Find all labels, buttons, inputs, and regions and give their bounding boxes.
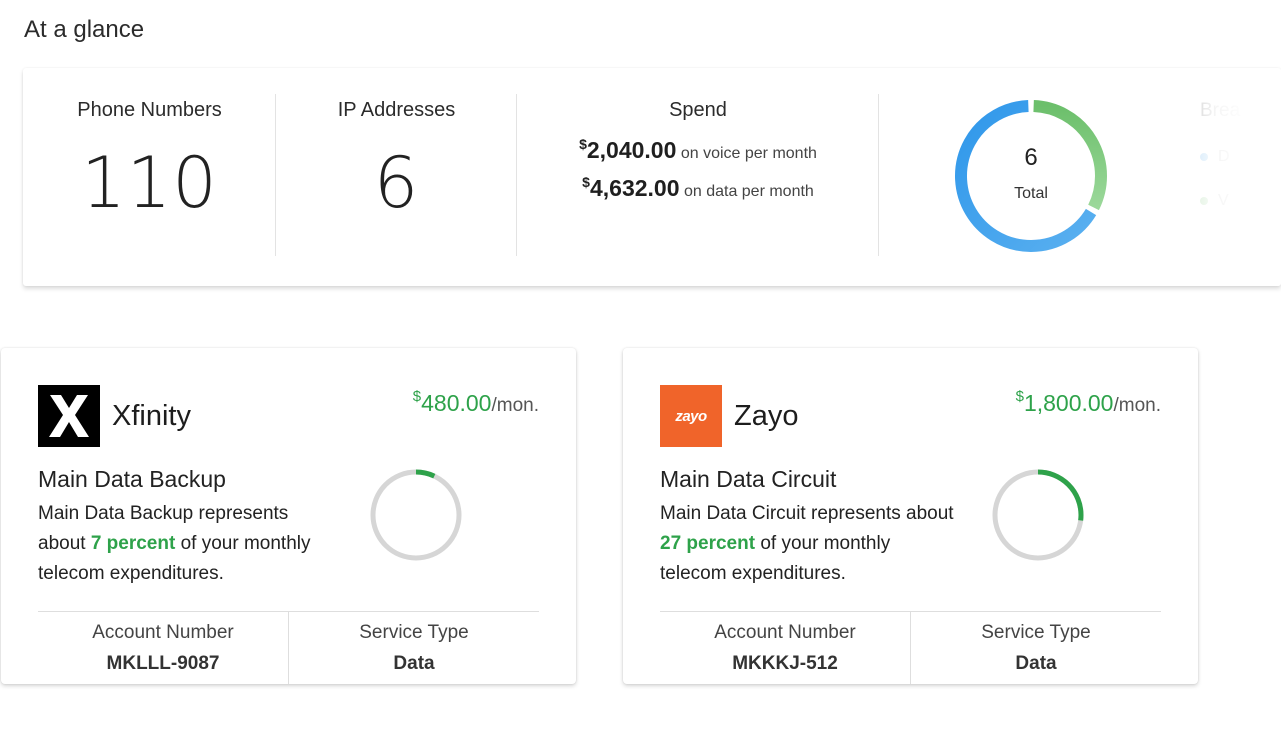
provider-card-zayo[interactable]: zayo Zayo $1,800.00/mon. Main Data Circu… bbox=[623, 348, 1198, 684]
ip-addresses-value: 6 bbox=[373, 142, 420, 224]
currency-symbol: $ bbox=[582, 174, 590, 190]
account-number-label: Account Number bbox=[92, 622, 234, 643]
price-amount: 1,800.00 bbox=[1023, 390, 1114, 416]
percent-ring bbox=[370, 469, 462, 561]
donut-center: 6 Total bbox=[951, 96, 1111, 256]
card-footer: Account Number MKLLL-9087 Service Type D… bbox=[38, 611, 539, 684]
desc-suffix: of your monthly telecom expenditures. bbox=[38, 533, 311, 584]
ip-addresses-stat[interactable]: IP Addresses 6 bbox=[276, 94, 517, 256]
phone-numbers-stat[interactable]: Phone Numbers 110 bbox=[23, 94, 276, 256]
divider bbox=[878, 94, 879, 256]
divider bbox=[516, 94, 517, 256]
service-type-value: Data bbox=[393, 653, 435, 674]
service-type-cell: Service Type Data bbox=[910, 612, 1161, 684]
voice-spend-line: $2,040.00 on voice per month bbox=[517, 136, 879, 164]
ring-fill bbox=[992, 469, 1084, 561]
ring-fill bbox=[370, 469, 462, 561]
data-spend-line: $4,632.00 on data per month bbox=[517, 174, 879, 202]
ip-addresses-label: IP Addresses bbox=[337, 99, 456, 121]
spend-label: Spend bbox=[669, 99, 727, 121]
service-type-value: Data bbox=[1015, 653, 1057, 674]
desc-prefix: Main Data Backup represents about bbox=[38, 503, 289, 554]
price-unit: /mon. bbox=[1113, 395, 1161, 416]
breakdown-title: Brea bbox=[1200, 100, 1241, 121]
price-unit: /mon. bbox=[491, 395, 539, 416]
divider bbox=[275, 94, 276, 256]
account-number-label: Account Number bbox=[714, 622, 856, 643]
donut-segment-blue[interactable] bbox=[955, 100, 1097, 252]
phone-numbers-value: 110 bbox=[81, 142, 218, 224]
service-type-label: Service Type bbox=[981, 622, 1091, 643]
percent-highlight: 7 percent bbox=[90, 533, 176, 554]
data-spend-desc: on data per month bbox=[683, 183, 814, 200]
account-number-value: MKKKJ-512 bbox=[732, 653, 838, 674]
at-a-glance-card: Phone Numbers 110 IP Addresses 6 Spend $… bbox=[23, 68, 1281, 286]
xfinity-logo bbox=[38, 385, 100, 447]
price-amount: 480.00 bbox=[421, 390, 492, 416]
donut-segment-green[interactable] bbox=[1033, 100, 1107, 211]
currency-symbol: $ bbox=[1015, 388, 1024, 405]
provider-card-xfinity[interactable]: Xfinity $480.00/mon. Main Data Backup Ma… bbox=[1, 348, 576, 684]
page-title: At a glance bbox=[24, 16, 145, 43]
currency-symbol: $ bbox=[412, 388, 422, 405]
service-title: Main Data Backup bbox=[38, 466, 226, 492]
provider-name: Zayo bbox=[734, 400, 799, 432]
legend-item-voice[interactable]: V bbox=[1200, 192, 1240, 210]
voice-spend-desc: on voice per month bbox=[680, 145, 817, 162]
data-spend-amount: 4,632.00 bbox=[589, 175, 680, 201]
account-number-value: MKLLL-9087 bbox=[106, 653, 220, 674]
x-logo-icon bbox=[49, 395, 89, 437]
card-footer: Account Number MKKKJ-512 Service Type Da… bbox=[660, 611, 1161, 684]
legend-dot-icon bbox=[1200, 152, 1208, 161]
service-description: Main Data Backup represents about 7 perc… bbox=[38, 499, 338, 589]
service-description: Main Data Circuit represents about 27 pe… bbox=[660, 499, 960, 589]
percent-ring bbox=[992, 469, 1084, 561]
legend-dot-icon bbox=[1200, 196, 1208, 205]
phone-numbers-label: Phone Numbers bbox=[77, 99, 222, 121]
donut-svg bbox=[955, 100, 1107, 252]
zayo-logo: zayo bbox=[660, 385, 722, 447]
currency-symbol: $ bbox=[579, 136, 587, 152]
desc-suffix: of your monthly telecom expenditures. bbox=[660, 533, 891, 584]
breakdown-legend: Brea D V bbox=[1200, 100, 1240, 210]
account-number-cell: Account Number MKLLL-9087 bbox=[38, 612, 288, 684]
desc-prefix: Main Data Circuit represents about bbox=[660, 503, 954, 524]
donut-total-label: Total bbox=[1014, 185, 1048, 202]
legend-item-data[interactable]: D bbox=[1200, 148, 1240, 166]
legend-label: D bbox=[1218, 148, 1230, 165]
ring-track bbox=[370, 469, 462, 561]
service-type-label: Service Type bbox=[359, 622, 469, 643]
percent-highlight: 27 percent bbox=[660, 533, 756, 554]
monthly-price: $1,800.00/mon. bbox=[1016, 388, 1161, 417]
service-title: Main Data Circuit bbox=[660, 466, 837, 492]
zayo-logo-text: zayo bbox=[675, 407, 707, 425]
account-number-cell: Account Number MKKKJ-512 bbox=[660, 612, 910, 684]
donut-total-value: 6 bbox=[1024, 144, 1038, 171]
provider-name: Xfinity bbox=[112, 400, 191, 432]
service-type-cell: Service Type Data bbox=[288, 612, 539, 684]
monthly-price: $480.00/mon. bbox=[413, 388, 539, 417]
legend-label: V bbox=[1218, 192, 1229, 209]
spend-stat[interactable]: Spend $2,040.00 on voice per month $4,63… bbox=[517, 94, 879, 256]
voice-spend-amount: 2,040.00 bbox=[586, 137, 677, 163]
total-donut-chart[interactable]: 6 Total bbox=[951, 96, 1111, 256]
